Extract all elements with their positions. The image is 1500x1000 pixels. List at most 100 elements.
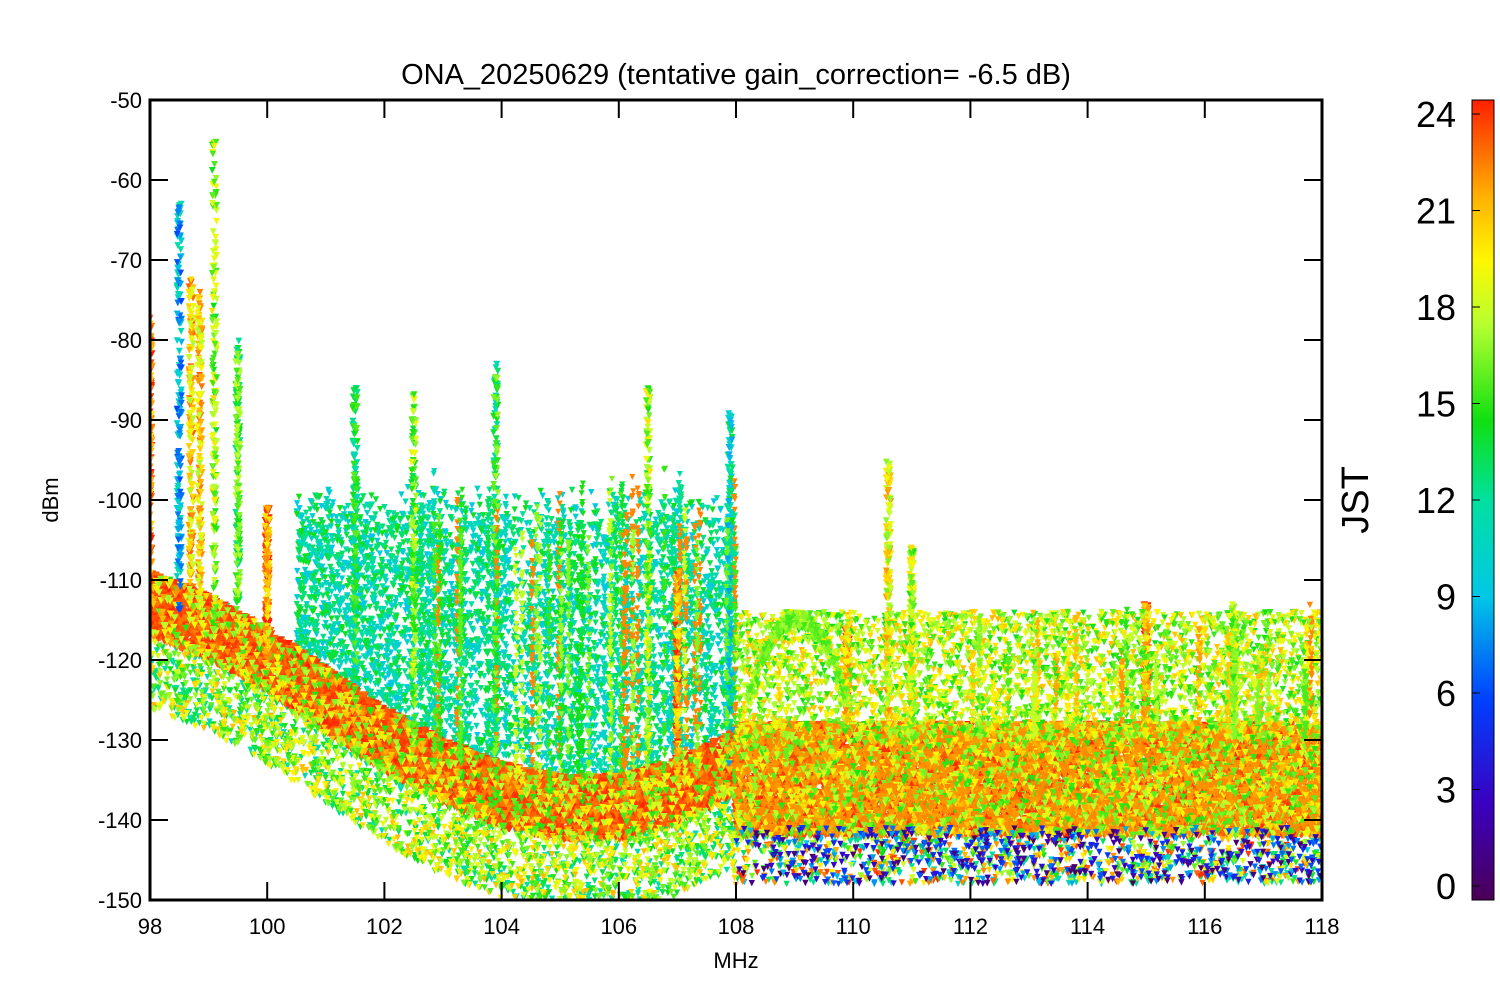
scatter-point-group bbox=[1156, 856, 1163, 863]
scatter-point-group bbox=[744, 839, 752, 846]
scatter-point-group bbox=[773, 876, 780, 883]
colorbar-tick-label: 12 bbox=[1416, 480, 1456, 521]
scatter-point-group bbox=[1192, 824, 1200, 832]
scatter-point-group bbox=[747, 827, 754, 835]
x-axis: 98 100 102 104 106 108 110 112 114 116 118 bbox=[138, 100, 1340, 939]
scatter-point-group bbox=[1057, 832, 1064, 839]
scatter-point-group bbox=[835, 880, 842, 888]
scatter-point-group bbox=[1270, 858, 1277, 865]
scatter-point-group bbox=[1250, 872, 1257, 879]
scatter-point-group bbox=[1238, 848, 1245, 856]
scatter-point-group bbox=[1204, 873, 1211, 880]
scatter-point-group bbox=[1004, 848, 1011, 855]
scatter-point-group bbox=[1147, 878, 1155, 885]
scatter-point-group bbox=[777, 862, 784, 869]
scatter-point-group bbox=[1164, 874, 1171, 881]
scatter-point-group bbox=[1096, 848, 1103, 856]
scatter-point-group bbox=[776, 856, 783, 863]
scatter-point-group bbox=[809, 842, 816, 849]
scatter-point-group bbox=[796, 827, 803, 834]
scatter-point-group bbox=[726, 646, 733, 653]
scatter-point-group bbox=[1088, 870, 1095, 878]
scatter-point-group bbox=[802, 859, 809, 867]
scatter-point-group bbox=[1297, 842, 1304, 849]
scatter-point-group bbox=[975, 879, 982, 887]
scatter-point-group bbox=[1024, 840, 1031, 848]
scatter-point-group bbox=[1076, 869, 1084, 876]
scatter-point-group bbox=[1153, 871, 1160, 878]
scatter-point-group bbox=[1194, 846, 1201, 853]
scatter-point-group bbox=[1234, 853, 1242, 860]
scatter-point-group bbox=[894, 859, 902, 867]
scatter-point-group bbox=[1262, 609, 1269, 616]
scatter-point-group bbox=[175, 606, 183, 613]
scatter-point-group bbox=[1133, 854, 1140, 861]
y-tick-label: -50 bbox=[110, 88, 142, 113]
scatter-point-group bbox=[1184, 870, 1191, 878]
scatter-point-group bbox=[983, 841, 990, 849]
scatter-point-group bbox=[1254, 827, 1261, 834]
scatter-point-group bbox=[174, 204, 183, 217]
scatter-point-group bbox=[1107, 754, 1116, 762]
scatter-point-group bbox=[971, 835, 978, 842]
scatter-point-group bbox=[262, 555, 1319, 836]
scatter-point-group bbox=[924, 858, 931, 865]
scatter-point-group bbox=[1177, 874, 1185, 886]
colorbar-ticks: 24 21 18 15 12 9 6 3 0 bbox=[1416, 94, 1480, 907]
scatter-point-group bbox=[1175, 854, 1182, 861]
scatter-point-group bbox=[965, 843, 973, 851]
colorbar-tick-label: 9 bbox=[1436, 577, 1456, 618]
scatter-point-group bbox=[1038, 863, 1046, 871]
y-tick-label: -70 bbox=[110, 248, 142, 273]
scatter-point-group bbox=[986, 857, 994, 865]
colorbar-tick-label: 18 bbox=[1416, 287, 1456, 328]
x-tick-label: 108 bbox=[718, 914, 755, 939]
scatter-point-group bbox=[1147, 838, 1154, 846]
scatter-point-group bbox=[828, 833, 836, 840]
scatter-point-group bbox=[1018, 874, 1025, 881]
x-tick-label: 102 bbox=[366, 914, 403, 939]
scatter-point-group bbox=[1292, 867, 1299, 875]
scatter-point-group bbox=[1050, 867, 1057, 874]
x-tick-label: 116 bbox=[1187, 914, 1222, 939]
scatter-point-group bbox=[909, 840, 917, 847]
scatter-point-group bbox=[1217, 871, 1224, 878]
x-tick-label: 110 bbox=[836, 914, 871, 939]
scatter-point-group bbox=[997, 847, 1005, 855]
x-tick-label: 98 bbox=[138, 914, 162, 939]
scatter-point-group bbox=[176, 224, 184, 232]
scatter-point-group bbox=[1315, 858, 1322, 866]
colorbar-tick-label: 6 bbox=[1436, 673, 1456, 714]
scatter-point-group bbox=[1271, 871, 1279, 878]
scatter-point-group bbox=[177, 298, 185, 305]
y-tick-label: -150 bbox=[98, 888, 142, 913]
scatter-point-group bbox=[775, 835, 782, 842]
scatter-point-group bbox=[1034, 873, 1041, 881]
colorbar-tick-label: 21 bbox=[1416, 191, 1456, 232]
scatter-point-group bbox=[523, 830, 531, 837]
scatter-point-group bbox=[733, 838, 740, 845]
colorbar-label: JST bbox=[1335, 466, 1377, 534]
scatter-point-group bbox=[1221, 867, 1228, 874]
scatter-point-group bbox=[1129, 869, 1136, 876]
scatter-point-group bbox=[1155, 876, 1162, 883]
scatter-point-group bbox=[846, 738, 854, 747]
x-axis-label: MHz bbox=[713, 948, 758, 973]
scatter-point-group bbox=[890, 880, 897, 887]
scatter-point-group bbox=[1258, 864, 1266, 872]
scatter-point-group bbox=[150, 372, 1322, 884]
scatter-point-group bbox=[978, 834, 985, 841]
scatter-points bbox=[150, 138, 1322, 900]
scatter-point-group bbox=[1262, 829, 1269, 836]
scatter-point-group bbox=[797, 875, 804, 883]
scatter-point-group bbox=[1104, 733, 1112, 741]
scatter-point-group bbox=[1196, 856, 1203, 863]
scatter-point-group bbox=[1093, 842, 1100, 850]
scatter-point-group bbox=[812, 866, 819, 873]
scatter-point-group bbox=[174, 558, 182, 566]
scatter-point-group bbox=[169, 544, 1300, 881]
scatter-point-group bbox=[873, 839, 880, 846]
scatter-point-group bbox=[830, 840, 837, 847]
scatter-point-group bbox=[901, 829, 908, 837]
